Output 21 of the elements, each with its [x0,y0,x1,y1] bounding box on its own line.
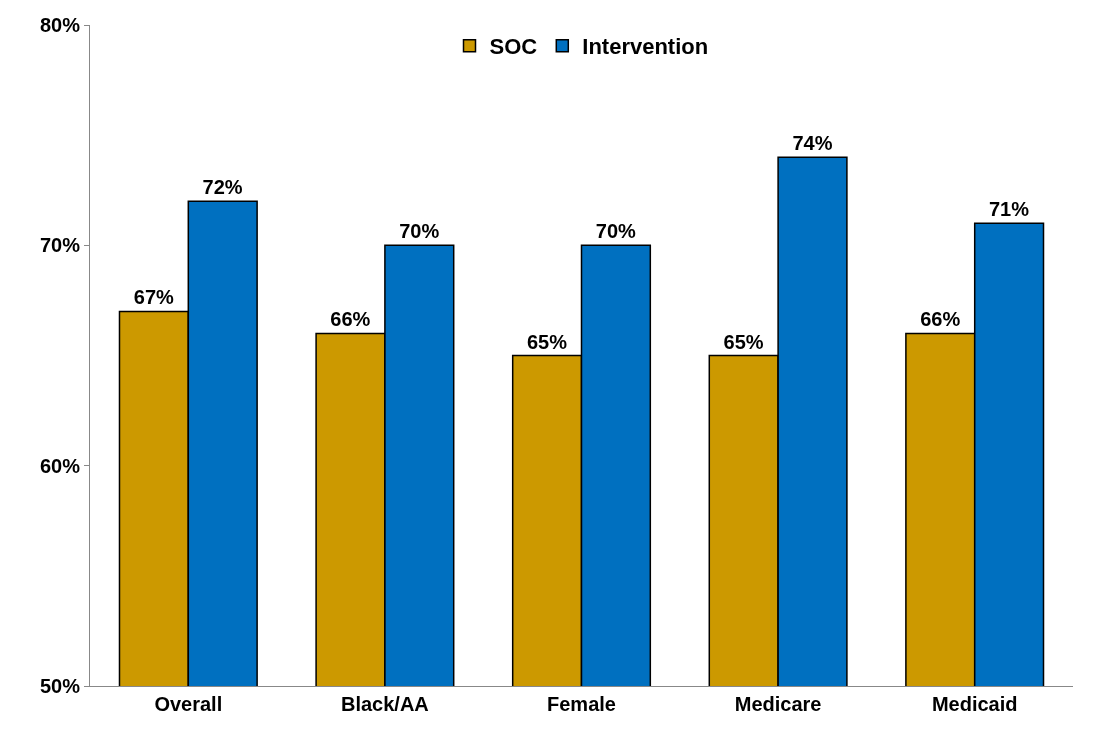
y-tick-label: 50% [39,675,81,697]
y-tick-label: 60% [39,454,81,477]
x-tick-label: Overall [154,693,223,715]
x-tick-label: Black/AA [340,693,429,715]
data-label: 70% [595,220,637,243]
x-tick-label: Female [547,693,616,715]
data-label: 70% [399,220,440,243]
x-tick-label: Medicaid [931,693,1018,715]
data-label: 65% [723,330,764,353]
legend-label: Intervention [582,34,709,60]
data-label: 67% [133,286,175,309]
y-tick-label: 80% [39,14,81,36]
data-label: 71% [988,198,1030,221]
data-label: 66% [330,308,371,331]
x-tick-label: Medicare [734,693,822,715]
y-tick-label: 70% [39,234,81,257]
data-label: 72% [202,176,243,199]
legend-label: SOC [489,34,538,60]
data-label: 74% [792,132,833,155]
data-label: 65% [526,330,568,353]
data-label: 66% [920,308,961,331]
